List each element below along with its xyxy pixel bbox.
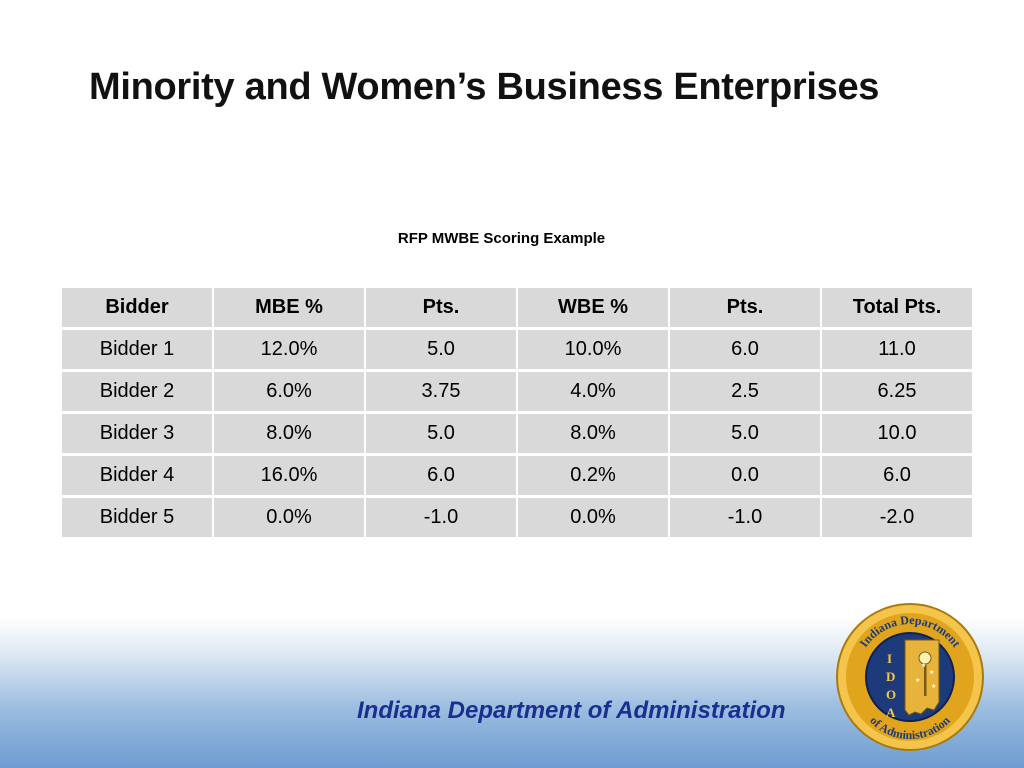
table-row: Bidder 5 0.0% -1.0 0.0% -1.0 -2.0 [62,498,972,537]
svg-text:★: ★ [929,669,934,676]
seal-letter-a: A [886,705,896,720]
table-caption: RFP MWBE Scoring Example [397,230,606,247]
cell-mbe-percent: 8.0% [214,414,364,453]
cell-total-points: 11.0 [822,330,972,369]
cell-mbe-percent: 6.0% [214,372,364,411]
cell-mbe-percent: 16.0% [214,456,364,495]
cell-wbe-points: -1.0 [670,498,820,537]
table-row: Bidder 3 8.0% 5.0 8.0% 5.0 10.0 [62,414,972,453]
cell-wbe-points: 0.0 [670,456,820,495]
slide-title: Minority and Women’s Business Enterprise… [89,66,880,108]
cell-total-points: 6.0 [822,456,972,495]
cell-mbe-points: 3.75 [366,372,516,411]
organization-name: Indiana Department of Administration [357,697,786,724]
cell-bidder: Bidder 3 [62,414,212,453]
cell-wbe-points: 2.5 [670,372,820,411]
cell-mbe-points: -1.0 [366,498,516,537]
seal-letter-d: D [886,669,895,684]
cell-wbe-percent: 8.0% [518,414,668,453]
seal-letter-i: I [887,651,892,666]
table-header-row: Bidder MBE % Pts. WBE % Pts. Total Pts. [62,288,972,327]
header-wbe-points: Pts. [670,288,820,327]
cell-mbe-percent: 0.0% [214,498,364,537]
cell-wbe-points: 5.0 [670,414,820,453]
header-wbe-percent: WBE % [518,288,668,327]
cell-total-points: 10.0 [822,414,972,453]
cell-wbe-points: 6.0 [670,330,820,369]
table-row: Bidder 2 6.0% 3.75 4.0% 2.5 6.25 [62,372,972,411]
header-mbe-points: Pts. [366,288,516,327]
svg-text:★: ★ [915,677,920,684]
header-total-points: Total Pts. [822,288,972,327]
cell-wbe-percent: 0.2% [518,456,668,495]
cell-wbe-percent: 0.0% [518,498,668,537]
header-bidder: Bidder [62,288,212,327]
svg-text:★: ★ [931,683,936,690]
header-mbe-percent: MBE % [214,288,364,327]
cell-wbe-percent: 10.0% [518,330,668,369]
cell-mbe-points: 5.0 [366,414,516,453]
cell-wbe-percent: 4.0% [518,372,668,411]
cell-bidder: Bidder 1 [62,330,212,369]
cell-mbe-points: 5.0 [366,330,516,369]
seal-letter-o: O [886,687,896,702]
table-row: Bidder 1 12.0% 5.0 10.0% 6.0 11.0 [62,330,972,369]
cell-bidder: Bidder 5 [62,498,212,537]
cell-total-points: 6.25 [822,372,972,411]
table-row: Bidder 4 16.0% 6.0 0.2% 0.0 6.0 [62,456,972,495]
scoring-table: Bidder MBE % Pts. WBE % Pts. Total Pts. … [60,285,974,540]
svg-text:★: ★ [921,662,926,669]
cell-mbe-percent: 12.0% [214,330,364,369]
idoa-seal-icon: ★ ★ ★ ★ I D O A Indiana Department of Ad… [836,603,984,751]
cell-bidder: Bidder 2 [62,372,212,411]
cell-total-points: -2.0 [822,498,972,537]
cell-mbe-points: 6.0 [366,456,516,495]
cell-bidder: Bidder 4 [62,456,212,495]
